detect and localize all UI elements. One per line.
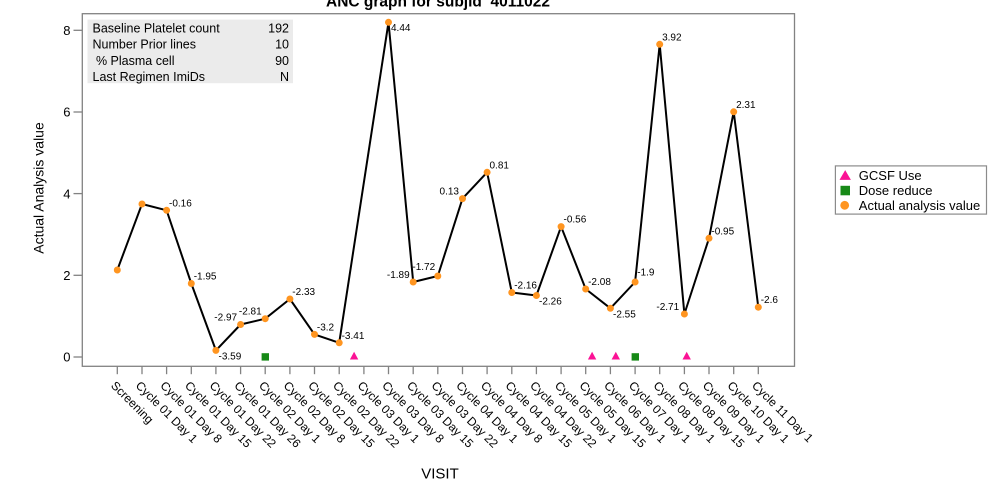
svg-text:8: 8: [63, 23, 70, 38]
svg-text:90: 90: [275, 54, 289, 68]
svg-text:GCSF Use: GCSF Use: [859, 168, 922, 183]
svg-text:ANC graph for subjid 4011022: ANC graph for subjid 4011022: [326, 0, 550, 11]
svg-text:VISIT: VISIT: [421, 466, 459, 483]
svg-text:-2.97: -2.97: [214, 313, 237, 324]
svg-text:-1.72: -1.72: [412, 262, 435, 273]
svg-text:-2.55: -2.55: [613, 310, 636, 321]
svg-text:N: N: [280, 70, 289, 84]
svg-text:-0.56: -0.56: [564, 215, 587, 226]
svg-text:-2.71: -2.71: [656, 302, 679, 313]
svg-text:2: 2: [63, 268, 70, 283]
svg-text:% Plasma cell: % Plasma cell: [93, 54, 175, 68]
svg-text:10: 10: [275, 38, 289, 52]
svg-text:Baseline Platelet count: Baseline Platelet count: [93, 21, 221, 35]
svg-text:Actual analysis value: Actual analysis value: [859, 198, 980, 213]
svg-text:-3.59: -3.59: [219, 352, 242, 363]
svg-text:6: 6: [63, 105, 70, 120]
svg-text:Number Prior lines: Number Prior lines: [93, 38, 197, 52]
svg-text:-2.16: -2.16: [514, 281, 537, 292]
svg-text:Actual Analysis value: Actual Analysis value: [31, 122, 47, 254]
svg-text:0.13: 0.13: [440, 187, 460, 198]
svg-text:-2.08: -2.08: [588, 277, 611, 288]
svg-text:-2.81: -2.81: [239, 307, 262, 318]
svg-text:Last Regimen ImiDs: Last Regimen ImiDs: [93, 70, 206, 84]
svg-text:4: 4: [63, 186, 70, 201]
svg-text:-1.95: -1.95: [194, 272, 217, 283]
svg-text:-1.9: -1.9: [637, 268, 655, 279]
svg-text:0.81: 0.81: [490, 160, 510, 171]
svg-text:0: 0: [63, 350, 70, 365]
svg-text:-0.16: -0.16: [169, 198, 192, 209]
svg-text:3.92: 3.92: [662, 32, 682, 43]
svg-text:4.44: 4.44: [391, 23, 411, 34]
svg-text:-3.2: -3.2: [317, 322, 335, 333]
svg-text:-2.33: -2.33: [292, 287, 315, 298]
svg-text:-1.89: -1.89: [387, 270, 410, 281]
svg-text:192: 192: [268, 21, 289, 35]
svg-text:-0.95: -0.95: [711, 226, 734, 237]
svg-text:2.31: 2.31: [736, 100, 756, 111]
svg-text:Dose reduce: Dose reduce: [859, 183, 933, 198]
svg-text:-3.41: -3.41: [342, 331, 365, 342]
svg-text:-2.26: -2.26: [539, 297, 562, 308]
svg-text:-2.6: -2.6: [761, 295, 779, 306]
